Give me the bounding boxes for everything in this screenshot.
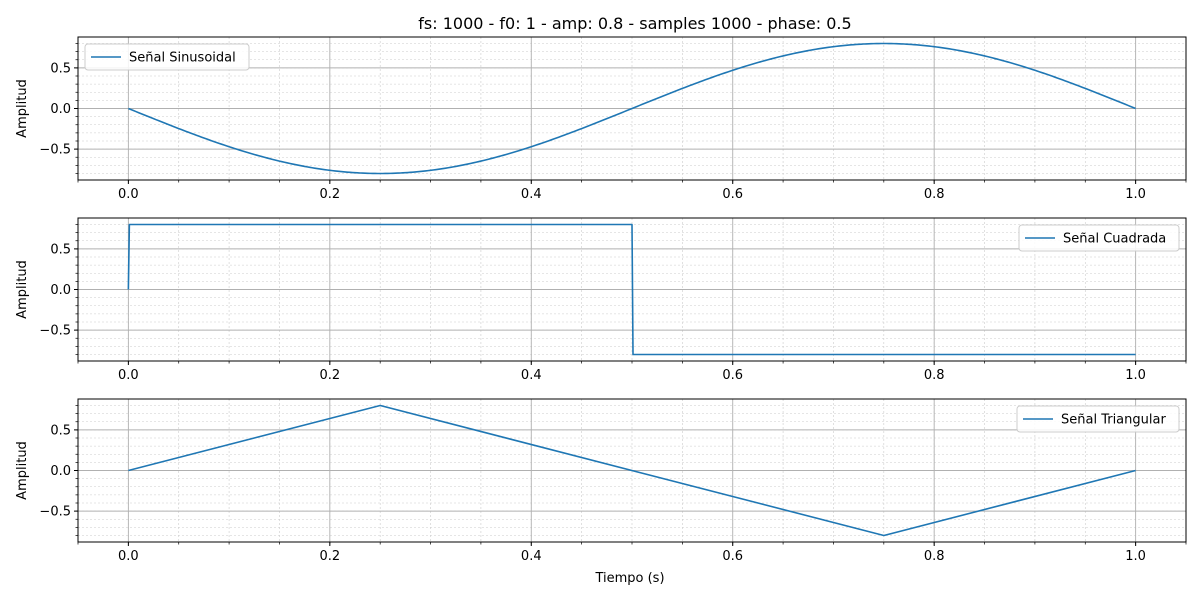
y-tick-label: 0.5 [50, 61, 71, 76]
y-tick-label: −0.5 [39, 324, 71, 339]
x-tick-label: 0.2 [319, 187, 340, 202]
subplot-1: 0.0 0.2 0.4 0.6 0.8 1.0 0.5 0.0 −0.5 Amplitud Seña… [15, 36, 1187, 202]
x-tick-label: 1.0 [1125, 368, 1146, 383]
x-tick-label: 0.4 [521, 549, 542, 564]
x-tick-label: 1.0 [1125, 549, 1146, 564]
legend: Señal Triangular [1016, 405, 1180, 433]
x-tick-label: 0.4 [521, 187, 542, 202]
x-tick-label: 1.0 [1125, 187, 1146, 202]
x-tick-label: 0.8 [924, 549, 945, 564]
x-tick-label: 0.6 [722, 187, 743, 202]
y-tick-label: 0.5 [50, 242, 71, 257]
x-tick-label: 0.8 [924, 368, 945, 383]
y-axis-label: Amplitud [15, 79, 30, 138]
x-tick-label: 0.2 [319, 368, 340, 383]
subplot-3: 0.0 0.2 0.4 0.6 0.8 1.0 0.5 0.0 −0.5 Amplitud Tiem… [15, 398, 1187, 586]
legend-label: Señal Triangular [1061, 413, 1166, 428]
y-tick-label: 0.0 [50, 102, 71, 117]
figure-title: fs: 1000 - f0: 1 - amp: 0.8 - samples 10… [418, 14, 851, 33]
series-line-1 [128, 42, 1136, 175]
x-tick-label: 0.6 [722, 549, 743, 564]
x-tick-label: 0.0 [118, 368, 139, 383]
legend-box [1016, 405, 1180, 433]
x-tick-label: 0.4 [521, 368, 542, 383]
legend: Señal Sinusoidal [84, 43, 250, 71]
y-axis-label: Amplitud [15, 441, 30, 500]
x-tick-label: 0.8 [924, 187, 945, 202]
y-tick-label: −0.5 [39, 505, 71, 520]
x-axis-label: Tiempo (s) [594, 571, 664, 586]
x-tick-label: 0.6 [722, 368, 743, 383]
y-axis-label: Amplitud [15, 260, 30, 319]
legend: Señal Cuadrada [1018, 224, 1180, 252]
x-tick-label: 0.0 [118, 549, 139, 564]
subplots: 0.0 0.2 0.4 0.6 0.8 1.0 0.5 0.0 −0.5 Amplitud Seña… [15, 36, 1187, 586]
y-tick-label: −0.5 [39, 143, 71, 158]
series-line-1 [128, 404, 1136, 537]
legend-label: Señal Sinusoidal [129, 51, 236, 66]
legend-label: Señal Cuadrada [1063, 232, 1166, 247]
y-tick-label: 0.0 [50, 464, 71, 479]
y-tick-label: 0.5 [50, 423, 71, 438]
x-tick-label: 0.2 [319, 549, 340, 564]
legend-box [84, 43, 250, 71]
series-line-1 [127, 223, 1136, 356]
legend-box [1018, 224, 1180, 252]
x-tick-label: 0.0 [118, 187, 139, 202]
y-tick-label: 0.0 [50, 283, 71, 298]
subplot-2: 0.0 0.2 0.4 0.6 0.8 1.0 0.5 0.0 −0.5 Amplitud Seña… [15, 217, 1187, 383]
